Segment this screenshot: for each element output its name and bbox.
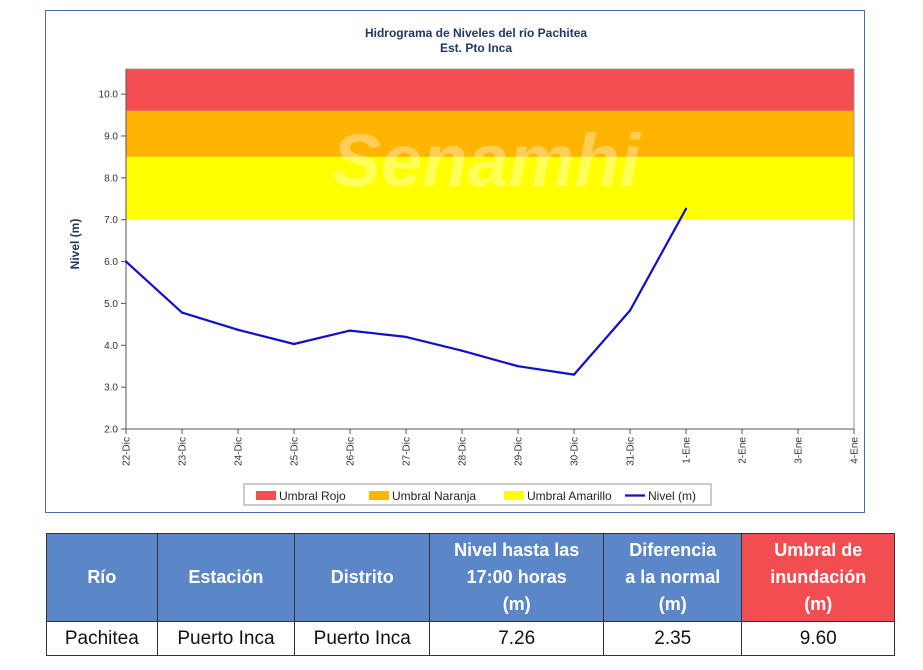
legend-swatch xyxy=(369,491,389,500)
legend-label: Umbral Rojo xyxy=(279,489,346,503)
band-umbral-amarillo xyxy=(126,156,854,220)
legend-label: Umbral Naranja xyxy=(392,489,476,503)
threshold-bands xyxy=(126,69,854,220)
x-tick-label: 30-Dic xyxy=(570,437,581,466)
legend-swatch xyxy=(504,491,524,500)
band-umbral-naranja xyxy=(126,110,854,157)
x-tick-label: 1-Ene xyxy=(682,437,693,464)
data-point xyxy=(236,328,240,331)
x-tick-label: 29-Dic xyxy=(514,437,525,466)
data-point xyxy=(404,335,408,339)
data-point xyxy=(180,311,184,314)
data-point xyxy=(628,309,632,312)
legend-label: Nivel (m) xyxy=(648,489,696,503)
table-header-2: Distrito xyxy=(294,533,431,622)
chart-frame: Hidrograma de Niveles del río Pachitea E… xyxy=(45,10,865,513)
table-cell-3: 7.26 xyxy=(429,621,605,656)
header-line: (m) xyxy=(502,594,531,614)
x-tick-label: 2-Ene xyxy=(738,437,749,464)
river-level-table: Río Estación Distrito Nivel hasta las 17:00 … xyxy=(46,533,895,656)
legend-label: Umbral Amarillo xyxy=(527,489,612,503)
y-tick-label: 3.0 xyxy=(104,383,118,394)
data-point xyxy=(292,342,296,346)
chart-legend: Umbral Rojo Umbral Naranja Umbral Amarillo… xyxy=(243,483,712,506)
table-cell-4: 2.35 xyxy=(603,621,743,656)
header-line: Río xyxy=(87,567,117,587)
data-point xyxy=(124,260,128,263)
header-line: Distrito xyxy=(330,567,394,587)
chart-title: Hidrograma de Niveles del río Pachitea xyxy=(365,26,587,40)
x-tick-label: 3-Ene xyxy=(794,437,805,464)
header-line: inundación xyxy=(770,567,867,587)
y-tick-label: 2.0 xyxy=(104,425,118,436)
y-tick-label: 10.0 xyxy=(99,90,119,101)
legend-box xyxy=(243,483,712,506)
table-header-1: Estación xyxy=(156,533,296,622)
header-line: 17:00 horas xyxy=(466,567,567,587)
x-tick-label: 26-Dic xyxy=(346,437,357,466)
data-point xyxy=(516,365,520,368)
chart-subtitle: Est. Pto Inca xyxy=(440,41,512,55)
hydrograph-chart: Hidrograma de Niveles del río Pachitea E… xyxy=(68,26,861,506)
data-point xyxy=(348,329,352,332)
x-tick-label: 28-Dic xyxy=(458,437,469,466)
y-tick-label: 4.0 xyxy=(104,341,118,352)
table-row: Pachitea Puerto Inca Puerto Inca 7.26 2.35 9.… xyxy=(46,621,895,656)
data-point xyxy=(572,373,576,376)
table-header-row: Río Estación Distrito Nivel hasta las 17:00 … xyxy=(46,533,895,622)
y-tick-label: 8.0 xyxy=(104,173,118,184)
table-cell-2: Puerto Inca xyxy=(294,621,431,656)
y-tick-label: 6.0 xyxy=(104,257,118,268)
x-tick-label: 22-Dic xyxy=(122,437,133,466)
header-line: Nivel hasta las xyxy=(454,540,580,560)
table-cell-5: 9.60 xyxy=(741,621,895,656)
y-tick-label: 7.0 xyxy=(104,215,118,226)
data-point xyxy=(684,207,688,211)
y-tick-label: 9.0 xyxy=(104,131,118,142)
x-tick-label: 25-Dic xyxy=(290,437,301,466)
x-tick-label: 24-Dic xyxy=(234,437,245,466)
band-umbral-rojo xyxy=(126,69,854,111)
table-cell-0: Pachitea xyxy=(46,621,158,656)
x-tick-label: 27-Dic xyxy=(402,437,413,466)
x-tick-label: 31-Dic xyxy=(626,437,637,466)
table-header-3: Nivel hasta las 17:00 horas (m) xyxy=(429,533,605,622)
chart-axes: 2.0 3.0 4.0 5.0 6.0 7.0 8.0 9.0 10.0 22-Dic 23-Dic… xyxy=(99,69,861,466)
y-axis-label: Nivel (m) xyxy=(68,219,82,270)
senamhi-watermark: Senamhi xyxy=(332,119,642,202)
table-header-4: Diferencia a la normal (m) xyxy=(603,533,743,622)
legend-swatch xyxy=(256,491,276,500)
table-header-5: Umbral de inundación (m) xyxy=(741,533,895,622)
data-point xyxy=(460,349,464,352)
table-header-0: Río xyxy=(46,533,158,622)
series-layer xyxy=(124,207,688,376)
table-cell-1: Puerto Inca xyxy=(156,621,296,656)
header-line: (m) xyxy=(804,594,833,614)
x-tick-label: 23-Dic xyxy=(178,437,189,466)
x-tick-label: 4-Ene xyxy=(850,437,861,464)
series-line xyxy=(125,208,687,376)
header-line: Umbral de xyxy=(774,540,863,560)
header-line: (m) xyxy=(658,594,687,614)
y-tick-label: 5.0 xyxy=(104,299,118,310)
header-line: Diferencia xyxy=(629,540,717,560)
header-line: Estación xyxy=(188,567,264,587)
header-line: a la normal xyxy=(625,567,721,587)
